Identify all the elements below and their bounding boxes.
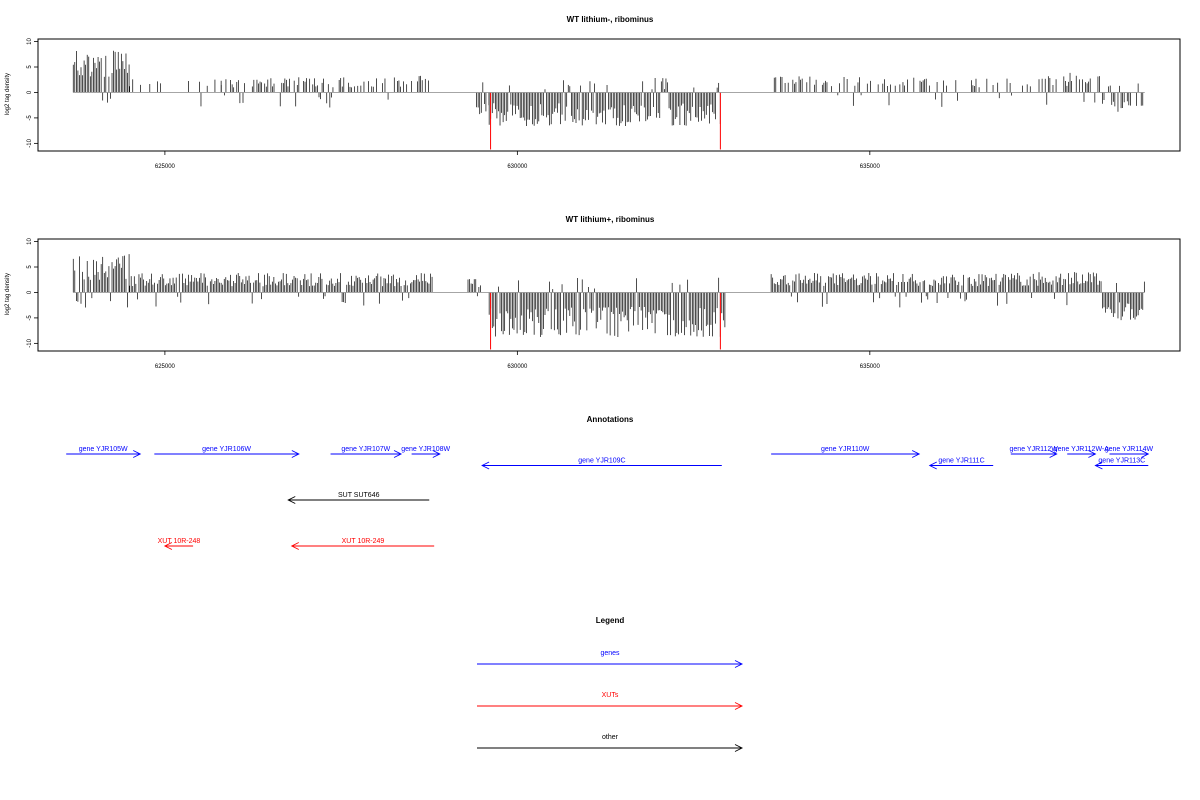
legend-arrow <box>477 744 744 752</box>
arrow-head <box>928 461 937 470</box>
red-markers <box>490 292 721 350</box>
x-tick-label: 625000 <box>155 164 176 170</box>
y-tick-label: -10 <box>27 138 33 147</box>
annotation-label: gene YJR112W <box>1010 446 1059 453</box>
arrow-head <box>133 450 142 458</box>
annotation-label: gene YJR112W-A <box>1054 446 1110 453</box>
legend-arrow <box>477 660 744 668</box>
x-tick-label: 625000 <box>155 364 176 370</box>
annotation-arrow <box>411 450 441 458</box>
annotation-arrow <box>1109 450 1150 458</box>
y-axis: 10 5 0 -5 -10 <box>27 238 39 348</box>
legend-arrow <box>477 702 744 710</box>
y-axis-label: log2 tag density <box>5 273 11 315</box>
annotation-label: gene YJR113C <box>1098 458 1145 465</box>
x-axis: 625000 630000 635000 <box>155 351 881 370</box>
annotation-label: gene YJR108W <box>401 446 450 453</box>
arrow-head <box>1094 461 1103 470</box>
annotation-label: XUT 10R-248 <box>158 538 201 545</box>
annotation-arrow <box>771 450 921 458</box>
arrow-head <box>432 450 441 458</box>
arrow-head <box>734 744 744 752</box>
y-tick-label: 10 <box>27 238 33 245</box>
arrow-head <box>734 660 744 668</box>
red-markers <box>490 92 721 150</box>
annotation-label: gene YJR114W <box>1105 446 1154 453</box>
legend-items: genes XUTs other <box>477 650 744 752</box>
annotation-arrow <box>290 542 435 550</box>
annotation-label: gene YJR106W <box>202 446 251 453</box>
annotation-arrow <box>287 496 430 504</box>
legend-label: genes <box>600 650 620 657</box>
annotation-arrow <box>154 450 300 458</box>
y-axis-label: log2 tag density <box>5 73 11 115</box>
annotation-arrow <box>1010 450 1058 458</box>
x-tick-label: 635000 <box>860 164 881 170</box>
arrow-head <box>291 450 300 458</box>
y-tick-label: 5 <box>27 265 33 269</box>
annotation-label: gene YJR107W <box>341 446 390 453</box>
legend-title: Legend <box>596 616 625 625</box>
legend-label: XUTs <box>602 692 619 699</box>
y-tick-label: 5 <box>27 65 33 69</box>
legend: Legend genes XUTs other <box>477 616 744 752</box>
y-tick-label: -5 <box>27 315 33 321</box>
arrow-head <box>1141 450 1150 458</box>
y-tick-label: -5 <box>27 115 33 121</box>
arrow-head <box>1088 450 1097 458</box>
coverage-bars <box>72 254 1145 337</box>
annotation-features: gene YJR105W gene YJR106W gene YJR107W gene… <box>66 446 1153 550</box>
x-tick-label: 630000 <box>507 164 528 170</box>
track-panel-lithium-plus: WT lithium+, ribominus log2 tag density … <box>5 215 1181 370</box>
arrow-head <box>290 542 299 550</box>
legend-label: other <box>602 734 619 741</box>
annotation-arrow <box>1094 461 1149 470</box>
y-tick-label: -10 <box>27 338 33 347</box>
annotations-title: Annotations <box>587 415 634 424</box>
coverage-bars <box>72 50 1144 127</box>
annotation-label: gene YJR110W <box>821 446 870 453</box>
x-axis: 625000 630000 635000 <box>155 151 881 170</box>
y-axis: 10 5 0 -5 -10 <box>27 38 39 148</box>
annotation-arrow <box>330 450 403 458</box>
panel-title: WT lithium+, ribominus <box>566 215 655 224</box>
annotations-panel: Annotations gene YJR105W gene YJR106W gene… <box>66 415 1153 550</box>
annotation-arrow <box>1067 450 1097 458</box>
y-tick-label: 0 <box>27 90 33 94</box>
annotation-label: gene YJR109C <box>578 458 625 465</box>
panel-title: WT lithium-, ribominus <box>567 15 654 24</box>
annotation-label: gene YJR105W <box>79 446 128 453</box>
annotation-arrow <box>66 450 142 458</box>
arrow-head <box>911 450 921 458</box>
track-panel-lithium-minus: WT lithium-, ribominus log2 tag density … <box>5 15 1181 170</box>
annotation-arrow <box>928 461 994 470</box>
annotation-arrow <box>163 542 194 550</box>
y-tick-label: 10 <box>27 38 33 45</box>
arrow-head <box>393 450 403 458</box>
y-tick-label: 0 <box>27 290 33 294</box>
x-tick-label: 630000 <box>507 364 528 370</box>
annotation-label: gene YJR111C <box>938 458 984 465</box>
x-tick-label: 635000 <box>860 364 881 370</box>
annotation-arrow <box>481 461 722 470</box>
annotation-label: SUT SUT646 <box>338 492 380 499</box>
arrow-head <box>287 496 296 504</box>
arrow-head <box>734 702 744 710</box>
arrow-head <box>1049 450 1058 458</box>
annotation-label: XUT 10R-249 <box>342 538 385 545</box>
arrow-head <box>481 461 490 470</box>
arrow-head <box>163 542 173 550</box>
